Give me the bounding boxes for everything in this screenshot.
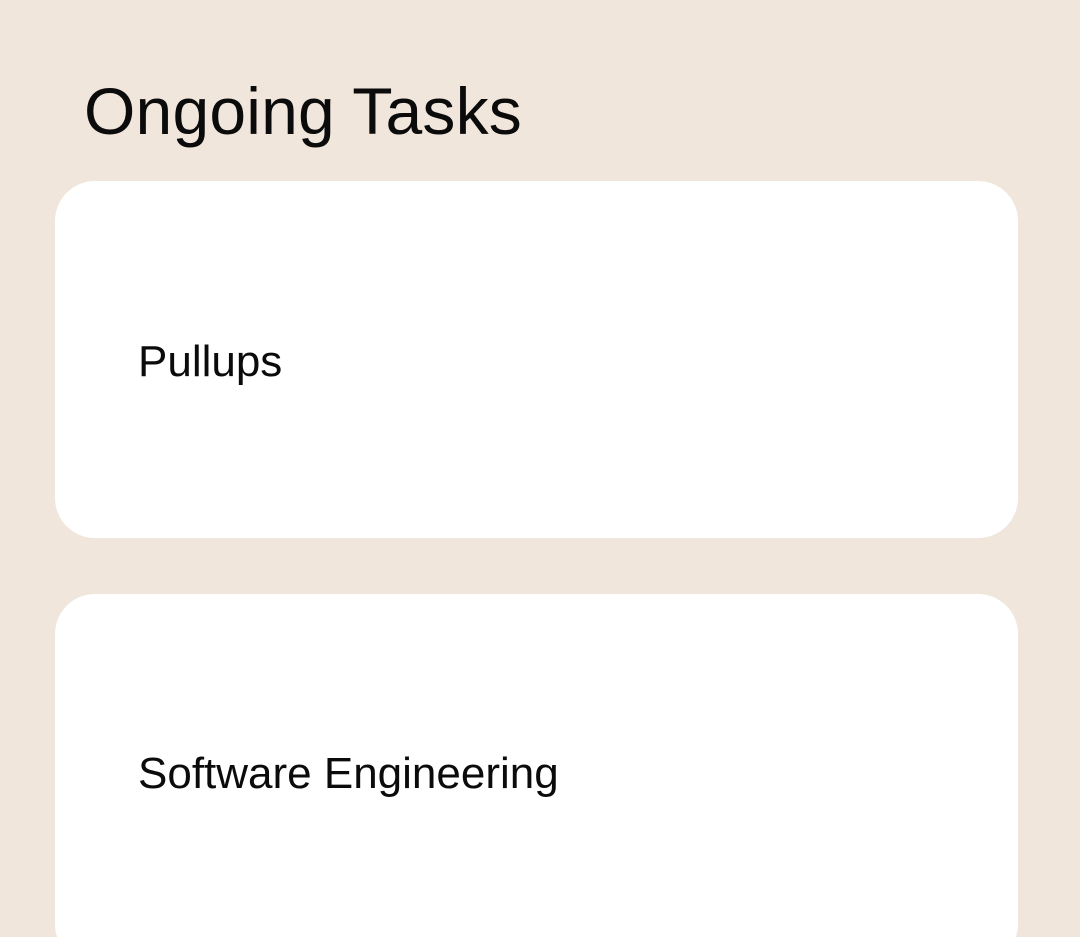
task-card[interactable]: Pullups [55, 181, 1018, 538]
task-card[interactable]: Software Engineering [55, 594, 1018, 937]
task-name: Software Engineering [138, 749, 559, 798]
page-title: Ongoing Tasks [84, 74, 522, 148]
task-name: Pullups [138, 337, 283, 386]
